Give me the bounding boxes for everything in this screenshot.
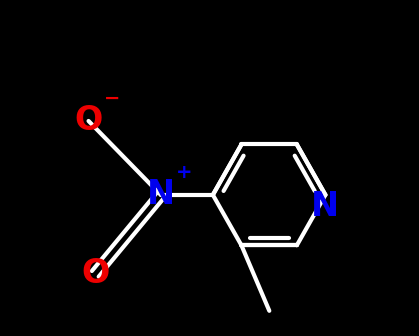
Text: N: N: [147, 178, 175, 211]
Text: N: N: [311, 190, 339, 223]
Text: −: −: [103, 89, 120, 108]
Text: O: O: [75, 104, 103, 137]
Text: O: O: [81, 257, 109, 290]
Text: +: +: [176, 163, 192, 182]
